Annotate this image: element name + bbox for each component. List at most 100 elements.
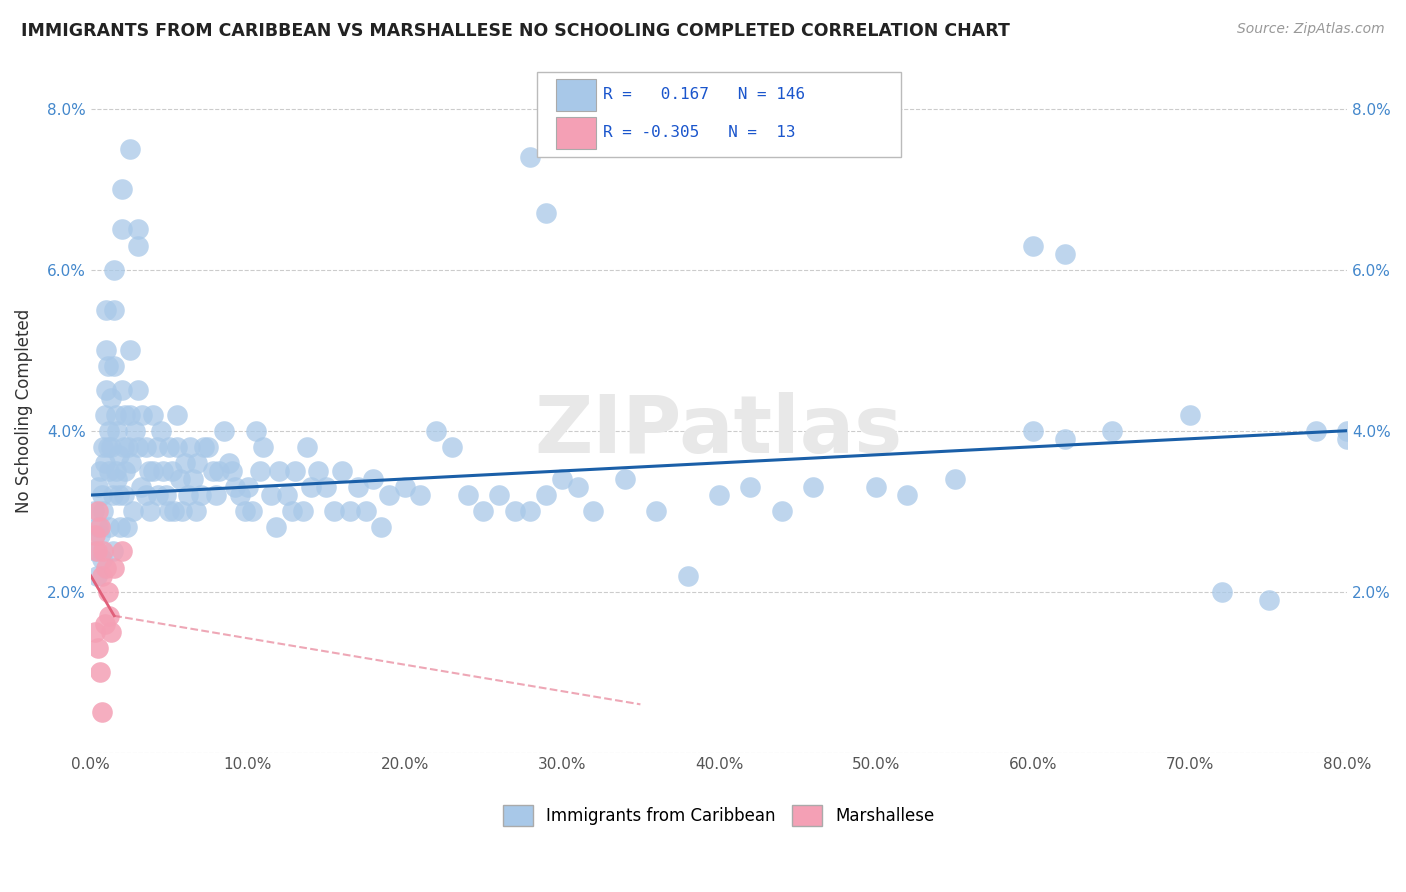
Text: R =   0.167   N = 146: R = 0.167 N = 146 [603,87,806,102]
Point [145,440,167,454]
Point [1336,424,1358,438]
Point [118,408,141,422]
Point [108,488,131,502]
Point [100,392,122,406]
Point [87,504,110,518]
Point [1022,424,1045,438]
Point [105,472,128,486]
Point [103,359,125,374]
Point [249,464,271,478]
Point [86,568,108,582]
Point [229,488,252,502]
Point [139,504,162,518]
Point [645,504,668,518]
Point [89,665,111,680]
Point [111,222,134,236]
Point [146,488,169,502]
Point [297,440,319,454]
Point [104,408,127,422]
Point [96,384,118,398]
Point [1180,408,1202,422]
Point [118,142,141,156]
Point [103,302,125,317]
Point [551,472,574,486]
Point [770,504,793,518]
Point [307,464,329,478]
Point [676,568,699,582]
Point [152,464,174,478]
Point [425,424,447,438]
Point [534,488,557,502]
Point [242,504,264,518]
Point [100,624,122,639]
Point [330,464,353,478]
Point [121,456,143,470]
Point [472,504,495,518]
Point [127,222,149,236]
Point [233,504,256,518]
Point [363,472,385,486]
Point [114,408,136,422]
Point [91,440,114,454]
Point [108,448,131,462]
Point [221,464,243,478]
Point [245,424,267,438]
Point [284,464,307,478]
Point [112,488,135,502]
Text: ZIPatlas: ZIPatlas [534,392,903,470]
Point [90,552,112,566]
Point [96,302,118,317]
Point [567,480,589,494]
Point [193,440,215,454]
Point [84,528,107,542]
FancyBboxPatch shape [555,79,596,111]
Text: IMMIGRANTS FROM CARIBBEAN VS MARSHALLESE NO SCHOOLING COMPLETED CORRELATION CHAR: IMMIGRANTS FROM CARIBBEAN VS MARSHALLESE… [21,22,1010,40]
Point [97,359,120,374]
Point [114,464,136,478]
Point [202,464,225,478]
Point [896,488,918,502]
Point [163,504,186,518]
Point [94,408,117,422]
Point [124,424,146,438]
Point [582,504,605,518]
Point [101,544,124,558]
Point [177,488,200,502]
Point [105,424,128,438]
Point [162,464,184,478]
FancyBboxPatch shape [555,117,596,149]
Text: R = -0.305   N =  13: R = -0.305 N = 13 [603,125,796,140]
Point [138,464,160,478]
Point [212,424,235,438]
Point [260,488,283,502]
Point [118,343,141,358]
Point [208,464,231,478]
Point [190,488,212,502]
Point [87,480,110,494]
Legend: Immigrants from Caribbean, Marshallese: Immigrants from Caribbean, Marshallese [496,798,942,832]
Point [131,408,153,422]
Point [91,504,114,518]
Point [127,238,149,252]
Point [519,150,541,164]
Point [98,608,121,623]
Point [90,488,112,502]
Point [150,424,173,438]
Point [87,520,110,534]
Point [186,456,208,470]
Point [96,343,118,358]
Point [122,504,145,518]
Point [98,424,121,438]
Point [155,488,177,502]
Point [354,504,377,518]
Point [1053,432,1076,446]
Point [94,456,117,470]
Point [707,488,730,502]
Point [291,504,314,518]
Point [339,504,361,518]
Point [943,472,966,486]
Point [169,472,191,486]
Y-axis label: No Schooling Completed: No Schooling Completed [15,309,32,513]
Point [1211,584,1233,599]
Point [181,472,204,486]
